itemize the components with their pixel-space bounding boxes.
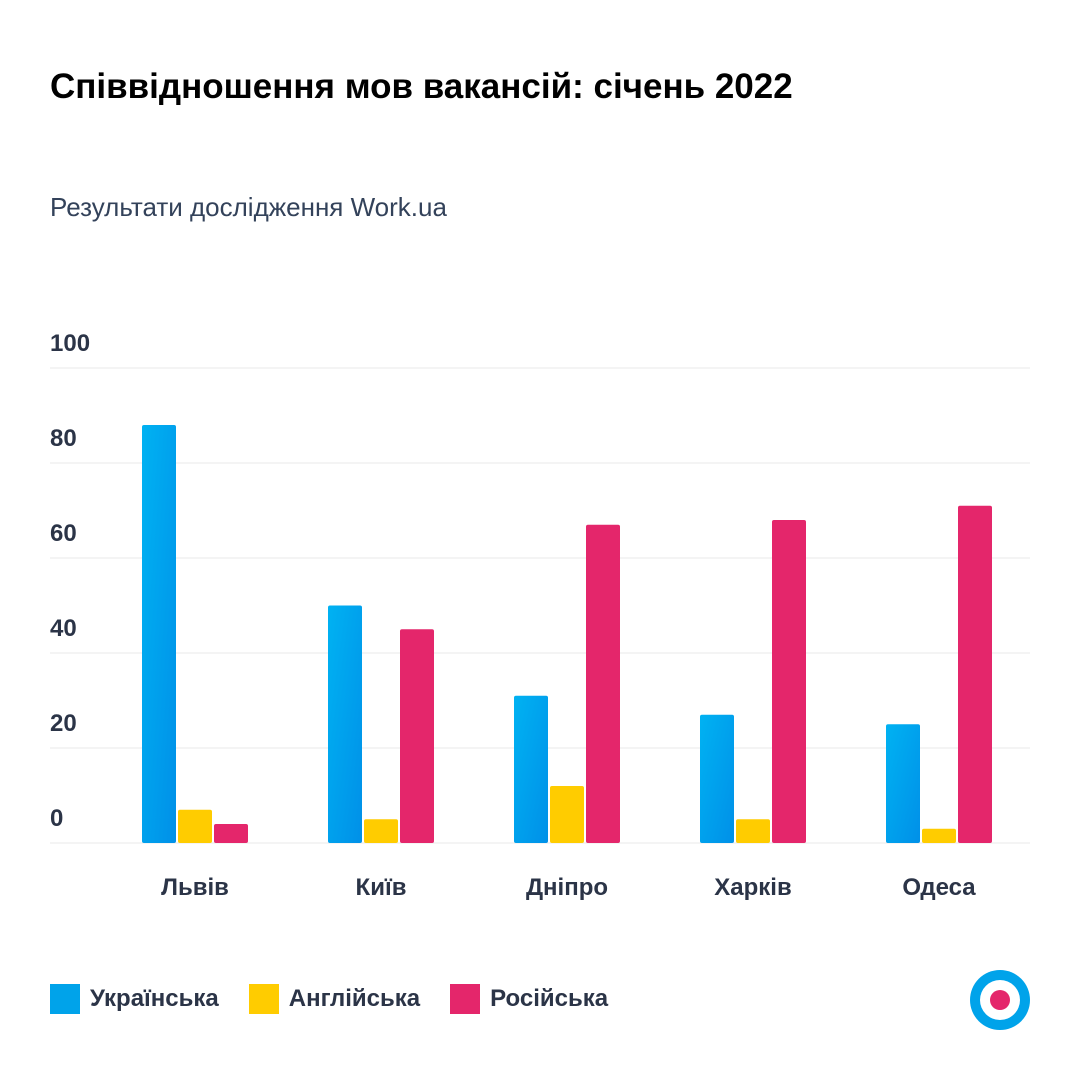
x-tick-label: Одеса: [902, 874, 976, 901]
legend: Українська Англійська Російська: [50, 984, 608, 1014]
legend-item: Російська: [450, 984, 608, 1014]
bar-Англійська-Дніпро: [550, 786, 584, 843]
y-tick-label: 60: [50, 520, 77, 547]
bar-Англійська-Одеса: [922, 828, 956, 843]
y-tick-label: 80: [50, 425, 77, 452]
bar-Українська-Харків: [700, 714, 734, 843]
legend-item: Англійська: [248, 984, 421, 1014]
bar-Російська-Харків: [772, 520, 806, 843]
y-tick-label: 0: [50, 805, 63, 832]
bar-Російська-Львів: [214, 824, 248, 843]
bar-Українська-Дніпро: [514, 695, 548, 843]
work-ua-logo: [970, 970, 1030, 1030]
x-tick-label: Львів: [161, 874, 229, 901]
bar-Українська-Одеса: [886, 724, 920, 843]
y-tick-label: 40: [50, 615, 77, 642]
bar-Англійська-Київ: [364, 819, 398, 843]
legend-item: Українська: [50, 984, 219, 1014]
y-tick-label: 100: [50, 330, 90, 357]
x-tick-label: Дніпро: [526, 874, 608, 901]
legend-label: Англійська: [288, 985, 421, 1012]
x-tick-label: Харків: [714, 874, 791, 901]
bar-Російська-Дніпро: [586, 524, 620, 843]
chart-subtitle: Результати дослідження Work.ua: [50, 192, 447, 222]
bar-Англійська-Львів: [178, 809, 212, 843]
x-tick-label: Київ: [356, 874, 407, 901]
bar-Англійська-Харків: [736, 819, 770, 843]
bar-Українська-Київ: [328, 605, 362, 843]
y-tick-label: 20: [50, 710, 77, 737]
chart-title: Співвідношення мов вакансій: січень 2022: [50, 67, 793, 106]
legend-swatch: [450, 984, 481, 1014]
legend-label: Російська: [490, 985, 609, 1012]
bar-Російська-Одеса: [958, 505, 992, 843]
legend-swatch: [248, 984, 279, 1014]
bar-Російська-Київ: [400, 629, 434, 843]
legend-swatch: [50, 984, 80, 1014]
bar-Українська-Львів: [142, 425, 176, 843]
legend-label: Українська: [90, 985, 219, 1012]
